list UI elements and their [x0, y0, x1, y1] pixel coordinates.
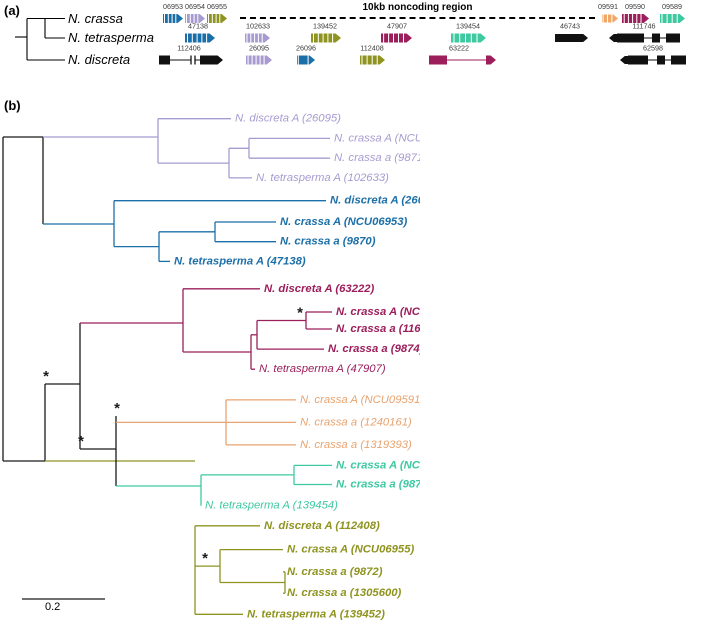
- svg-text:N. crassa a (1319393): N. crassa a (1319393): [300, 439, 412, 451]
- svg-text:N. crassa a (9871): N. crassa a (9871): [334, 152, 420, 164]
- svg-text:*: *: [202, 550, 208, 567]
- svg-text:N. discreta A (26095): N. discreta A (26095): [235, 113, 341, 125]
- svg-text:N. tetrasperma A (139452): N. tetrasperma A (139452): [247, 608, 385, 620]
- svg-text:N. crassa A (NCU09589): N. crassa A (NCU09589): [336, 459, 420, 471]
- svg-text:N. tetrasperma A (47907): N. tetrasperma A (47907): [259, 363, 386, 375]
- svg-text:N. crassa A (NCU09590): N. crassa A (NCU09590): [336, 306, 420, 318]
- svg-text:09589: 09589: [662, 2, 682, 11]
- svg-text:N. tetrasperma A (47138): N. tetrasperma A (47138): [174, 255, 306, 267]
- svg-text:111746: 111746: [633, 22, 656, 31]
- svg-text:N. crassa a (1163674): N. crassa a (1163674): [336, 323, 420, 335]
- svg-text:*: *: [43, 368, 49, 385]
- svg-text:63222: 63222: [449, 44, 469, 53]
- svg-text:N. crassa a (1305600): N. crassa a (1305600): [287, 587, 402, 599]
- svg-text:N. crassa A (NCU06953): N. crassa A (NCU06953): [280, 216, 407, 228]
- svg-text:*: *: [297, 305, 303, 322]
- svg-text:*: *: [78, 433, 84, 450]
- svg-text:N. crassa a (9874): N. crassa a (9874): [328, 343, 420, 355]
- svg-text:09591: 09591: [598, 2, 618, 11]
- svg-text:N. crassa A (NCU06955): N. crassa A (NCU06955): [287, 544, 414, 556]
- svg-text:09590: 09590: [625, 2, 645, 11]
- svg-text:N. discreta A (63222): N. discreta A (63222): [264, 283, 375, 295]
- svg-text:N. discreta A (112408): N. discreta A (112408): [264, 520, 380, 532]
- svg-text:*: *: [114, 400, 120, 417]
- svg-text:N. discreta A (26096): N. discreta A (26096): [330, 195, 420, 207]
- svg-text:N. crassa a (9875): N. crassa a (9875): [336, 479, 420, 491]
- svg-text:N. crassa a (9870): N. crassa a (9870): [280, 236, 376, 248]
- svg-text:139454: 139454: [456, 22, 480, 31]
- svg-text:N. crassa A (NCU09591): N. crassa A (NCU09591): [300, 394, 420, 406]
- svg-text:N. crassa a (1240161): N. crassa a (1240161): [300, 416, 412, 428]
- svg-text:N. tetrasperma A (102633): N. tetrasperma A (102633): [256, 172, 389, 184]
- svg-text:N. crassa A (NCU06954): N. crassa A (NCU06954): [334, 132, 420, 144]
- svg-text:46743: 46743: [560, 22, 580, 31]
- svg-text:N. tetrasperma A (139454): N. tetrasperma A (139454): [205, 500, 338, 512]
- svg-text:62598: 62598: [643, 44, 663, 53]
- svg-text:N. crassa a (9872): N. crassa a (9872): [287, 566, 383, 578]
